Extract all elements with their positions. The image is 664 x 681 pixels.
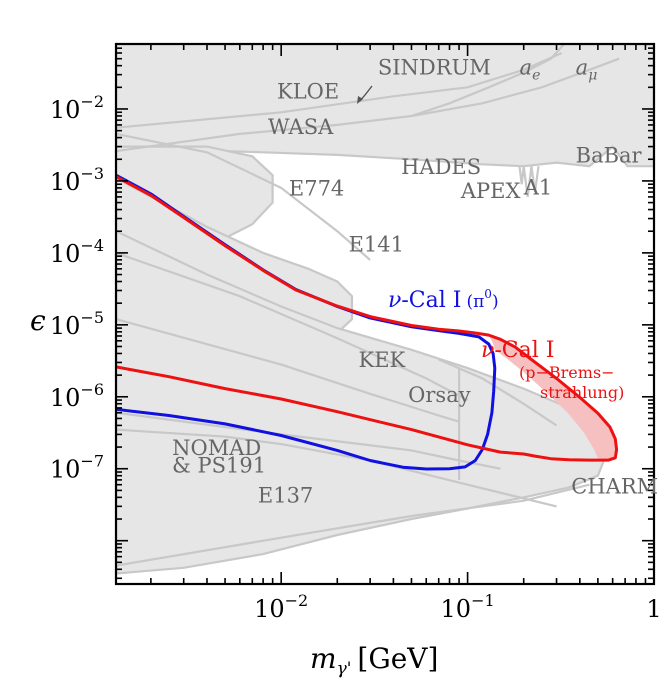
region-beamdump: [116, 229, 607, 575]
label-nucal-brems: ν-Cal I: [481, 338, 554, 363]
pink-band-area: [488, 335, 617, 461]
label-nucal-brems-line3: strahlung): [540, 383, 624, 402]
line-grey-2: [116, 251, 469, 402]
y-axis-title: ϵ: [30, 304, 46, 337]
line-grey-3: [116, 318, 460, 423]
y-tick-label-exp: −6: [80, 380, 104, 399]
x-tick-label-exp: −2: [285, 591, 309, 610]
x-tick-label-exp: −1: [471, 591, 495, 610]
region-label: A1: [523, 175, 553, 199]
region-label: & PS191: [172, 454, 266, 478]
x-tick-label: 10−2: [254, 591, 308, 623]
y-tick-label: 10−4: [50, 236, 104, 268]
y-tick-label-base: 10: [50, 384, 81, 412]
region-label: E774: [289, 176, 344, 200]
label-nucal-pi0-close: ): [492, 292, 499, 312]
region-label: SINDRUM: [378, 56, 491, 80]
x-tick-label: 1: [646, 595, 661, 623]
region-label: NOMAD: [172, 436, 261, 460]
region-label: Orsay: [408, 383, 471, 407]
label-nucal-pi0-paren: (π: [466, 292, 484, 312]
y-tick-label-exp: −5: [80, 308, 104, 327]
y-tick-label-base: 10: [50, 96, 81, 124]
pink-band: [488, 335, 617, 461]
region-label: KLOE: [277, 79, 339, 103]
y-tick-label-base: 10: [50, 456, 81, 484]
region-label: BaBar: [576, 144, 643, 168]
label-nucal-brems-line2: (p−Brems−: [519, 363, 615, 382]
plot-frame: [114, 42, 656, 586]
line-grey-10: [116, 51, 563, 129]
label-nucal-pi0-main: -Cal I: [401, 288, 461, 313]
line-grey-1: [116, 132, 371, 261]
label-nucal-pi0: ν-Cal I (π0): [388, 287, 499, 313]
label-nucal-pi0-nu: ν: [388, 288, 401, 313]
x-axis-title-m: m: [310, 642, 337, 675]
axis-ticks: [116, 43, 655, 584]
region-label: HADES: [401, 155, 481, 179]
y-tick-label-base: 10: [50, 312, 81, 340]
y-tick-label: 10−2: [50, 92, 104, 124]
label-nucal-pi0-sup: 0: [484, 287, 492, 301]
x-tick-label: 10−1: [441, 591, 495, 623]
x-tick-label-base: 1: [646, 595, 661, 623]
region-label: WASA: [268, 115, 334, 139]
x-axis-title-unit: [GeV]: [357, 642, 438, 675]
series-line-1: [116, 175, 619, 462]
anomaly-label: ae: [520, 56, 541, 84]
x-axis-title: mγ' [GeV]: [310, 642, 438, 679]
y-tick-label-base: 10: [50, 240, 81, 268]
series-lines: [116, 173, 619, 471]
y-tick-label: 10−3: [50, 164, 104, 196]
y-tick-label: 10−5: [50, 308, 104, 340]
anomaly-label-sub: μ: [588, 68, 597, 84]
y-tick-label-exp: −7: [80, 452, 104, 471]
line-grey-9: [116, 57, 620, 153]
label-nucal-brems-nu: ν: [481, 338, 494, 363]
y-tick-label: 10−7: [50, 452, 104, 484]
region-label: E137: [258, 483, 313, 507]
line-grey-7: [116, 483, 590, 567]
region-label: E141: [349, 232, 404, 256]
sindrum-arrowhead: [357, 96, 363, 104]
region-label: KEK: [359, 348, 406, 372]
anomaly-label-base: a: [576, 56, 589, 80]
y-tick-label-exp: −3: [80, 164, 104, 183]
line-grey-8: [438, 358, 558, 427]
x-tick-label-base: 10: [254, 595, 285, 623]
line-grey-12: [518, 166, 540, 198]
y-tick-label-base: 10: [50, 168, 81, 196]
region-label: APEX: [460, 179, 521, 203]
region-label: CHARM: [571, 475, 658, 499]
line-grey-11: [411, 44, 566, 118]
x-axis-title-sub: γ': [337, 659, 352, 679]
anomaly-label: aμ: [576, 56, 598, 84]
y-tick-labels: 10−210−310−410−510−610−7: [50, 92, 104, 484]
anomaly-label-base: a: [520, 56, 533, 80]
anomaly-label-sub: e: [532, 68, 540, 84]
x-tick-label-base: 10: [441, 595, 472, 623]
y-tick-label-exp: −4: [80, 236, 104, 255]
line-grey-6: [116, 428, 557, 508]
excluded-regions: [116, 44, 654, 575]
x-tick-labels: 10−2 10−1 1: [254, 591, 662, 623]
y-tick-label-exp: −2: [80, 92, 104, 111]
label-nucal-brems-main: -Cal I: [494, 338, 554, 363]
y-tick-label: 10−6: [50, 380, 104, 412]
